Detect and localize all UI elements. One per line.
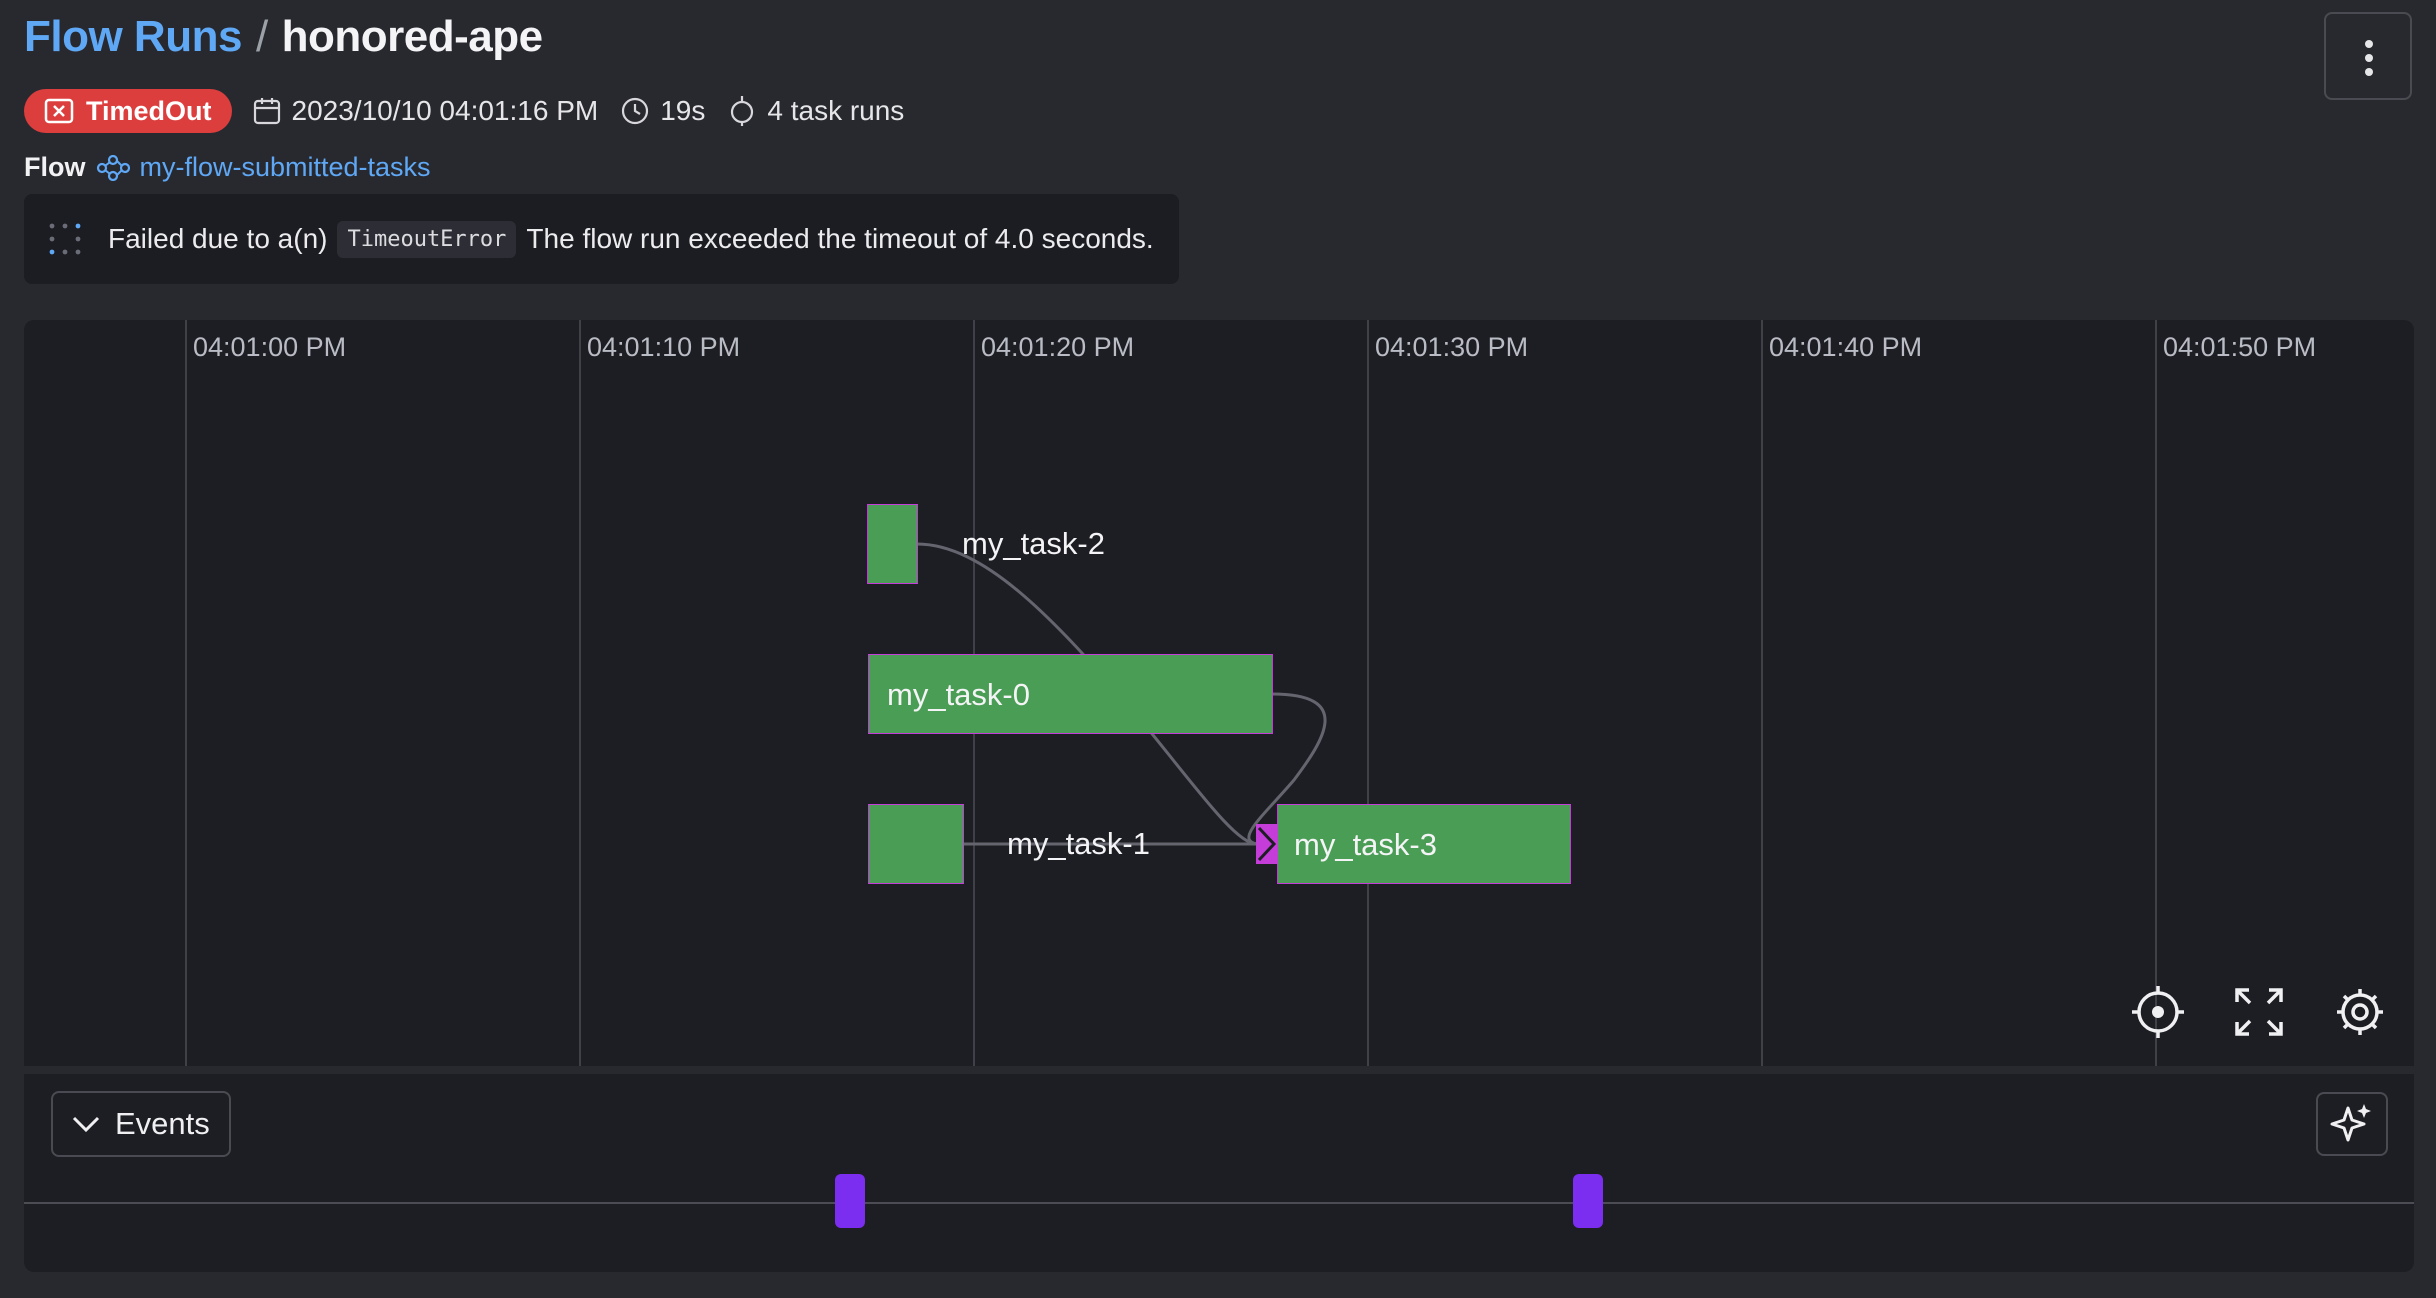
- duration-text: 19s: [660, 95, 706, 126]
- task-run-label: my_task-3: [1294, 827, 1437, 862]
- flow-run-timeline[interactable]: 04:01:00 PM 04:01:10 PM 04:01:20 PM 04:0…: [24, 320, 2414, 1066]
- breadcrumb-flow-runs-link[interactable]: Flow Runs: [24, 12, 242, 61]
- event-marker[interactable]: [1573, 1174, 1603, 1228]
- time-tick: 04:01:50 PM: [2163, 332, 2317, 362]
- gridline: [2155, 320, 2157, 1066]
- x-square-icon: [44, 98, 74, 124]
- breadcrumb-separator: /: [255, 12, 268, 61]
- flow-label: Flow: [24, 152, 86, 182]
- gear-icon[interactable]: [2330, 982, 2390, 1042]
- task-run-label: my_task-2: [962, 526, 1105, 561]
- gridline: [1367, 320, 1369, 1066]
- message-prefix: Failed due to a(n): [108, 223, 328, 254]
- task-run-label: my_task-0: [887, 677, 1030, 712]
- time-tick: 04:01:20 PM: [981, 332, 1135, 362]
- flow-row: Flow my-flow-submitted-tasks: [24, 152, 431, 183]
- state-message-icon: [49, 223, 81, 255]
- duration: 19s: [620, 95, 705, 127]
- recenter-icon[interactable]: [2128, 982, 2188, 1042]
- event-marker[interactable]: [835, 1174, 865, 1228]
- task-run-bar-my-task-0[interactable]: my_task-0: [868, 654, 1273, 734]
- start-time-text: 2023/10/10 04:01:16 PM: [291, 95, 599, 126]
- task-run-label: my_task-1: [1007, 826, 1150, 861]
- start-time: 2023/10/10 04:01:16 PM: [252, 95, 599, 127]
- more-menu-button[interactable]: [2324, 12, 2412, 100]
- fullscreen-icon[interactable]: [2229, 982, 2289, 1042]
- event-insights-button[interactable]: [2316, 1092, 2388, 1156]
- gridline: [185, 320, 187, 1066]
- message-suffix: The flow run exceeded the timeout of 4.0…: [526, 223, 1154, 254]
- error-type: TimeoutError: [337, 220, 517, 258]
- page-title: honored-ape: [281, 12, 543, 61]
- state-badge: TimedOut: [24, 89, 232, 133]
- task-run-bar-my-task-3[interactable]: my_task-3: [1277, 804, 1571, 884]
- flow-link[interactable]: my-flow-submitted-tasks: [139, 152, 431, 182]
- task-run-count: 4 task runs: [727, 95, 904, 127]
- events-label: Events: [115, 1106, 210, 1141]
- breadcrumb: Flow Runs / honored-ape: [24, 12, 543, 62]
- chevron-down-icon: [72, 1116, 100, 1133]
- run-meta: TimedOut 2023/10/10 04:01:16 PM 19s 4 ta…: [24, 88, 926, 134]
- gridline: [1761, 320, 1763, 1066]
- task-run-count-text: 4 task runs: [767, 95, 905, 126]
- time-tick: 04:01:40 PM: [1769, 332, 1923, 362]
- calendar-icon: [253, 98, 280, 125]
- time-tick: 04:01:00 PM: [193, 332, 347, 362]
- task-run-icon: [731, 96, 754, 126]
- flow-icon: [96, 154, 130, 181]
- events-panel: Events: [24, 1074, 2414, 1272]
- time-tick: 04:01:10 PM: [587, 332, 741, 362]
- state-label: TimedOut: [86, 95, 212, 126]
- state-message: Failed due to a(n) TimeoutError The flow…: [24, 194, 1179, 284]
- task-run-bar-my-task-1[interactable]: [868, 804, 964, 884]
- events-toggle-button[interactable]: Events: [51, 1091, 231, 1157]
- sparkles-icon: [2330, 1104, 2371, 1142]
- time-tick: 04:01:30 PM: [1375, 332, 1529, 362]
- task-run-bar-my-task-2[interactable]: [867, 504, 918, 584]
- more-vertical-icon: [2365, 40, 2373, 76]
- events-axis: [24, 1202, 2414, 1204]
- dependency-arrow-icon: [1256, 824, 1278, 864]
- clock-icon: [622, 97, 649, 125]
- gridline: [579, 320, 581, 1066]
